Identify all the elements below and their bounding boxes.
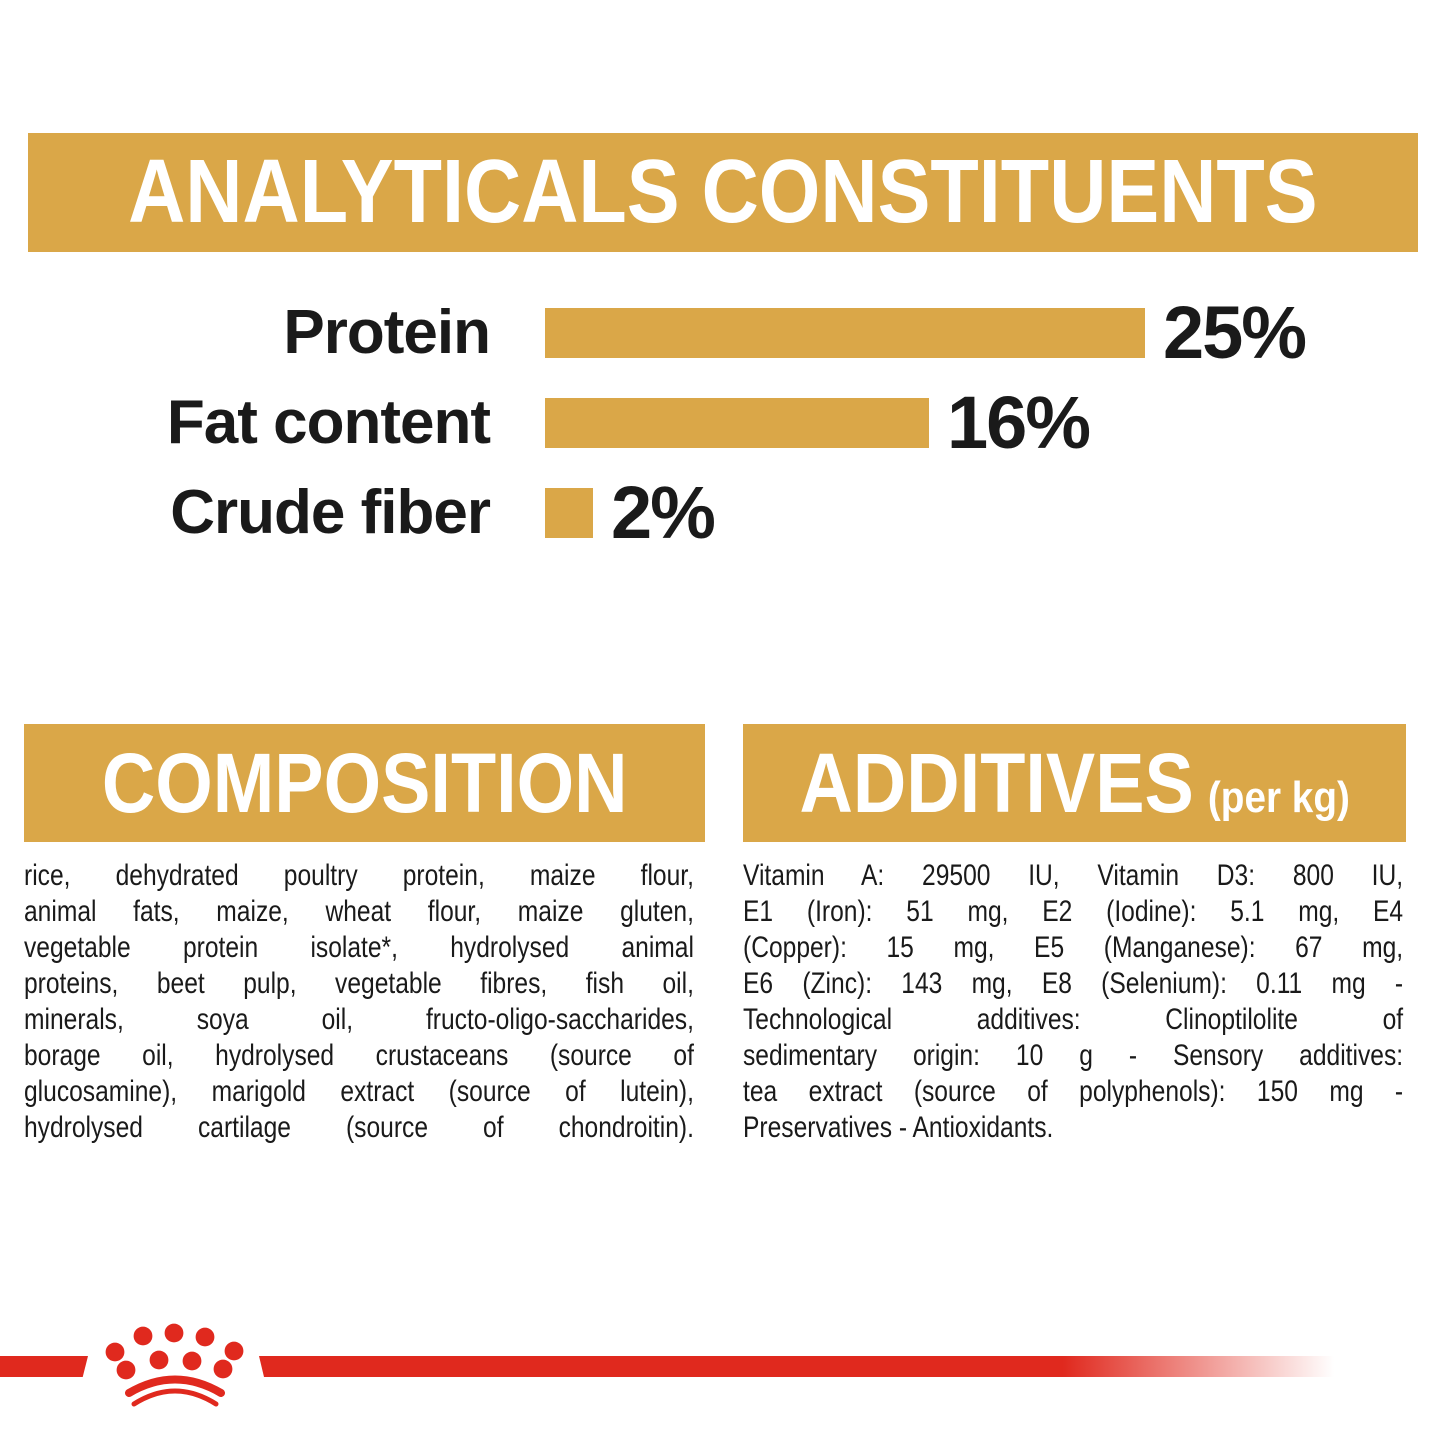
additives-unit-suffix: (per kg)	[1207, 772, 1350, 822]
additives-line: E6 (Zinc): 143 mg, E8 (Selenium): 0.11 m…	[743, 967, 1404, 1000]
chart-row-protein: Protein 25%	[0, 291, 1445, 374]
additives-line: tea extract (source of polyphenols): 150…	[743, 1075, 1404, 1108]
royal-canin-crown-icon	[105, 1323, 244, 1407]
composition-line: proteins, beet pulp, vegetable fibres, f…	[24, 967, 694, 1000]
composition-line: vegetable protein isolate*, hydrolysed a…	[24, 931, 694, 964]
additives-header: ADDITIVES (per kg)	[743, 724, 1406, 842]
chart-value-fat-content: 16%	[947, 381, 1091, 464]
composition-header: COMPOSITION	[24, 724, 705, 842]
additives-line: Preservatives - Antioxidants.	[743, 1111, 1054, 1144]
red-stripe-right	[259, 1356, 1345, 1377]
bar-crude-fiber	[545, 488, 593, 538]
composition-line: rice, dehydrated poultry protein, maize …	[24, 859, 694, 892]
composition-title: COMPOSITION	[101, 735, 628, 830]
composition-line: hydrolysed cartilage (source of chondroi…	[24, 1111, 694, 1144]
composition-line: minerals, soya oil, fructo-oligo-sacchar…	[24, 1003, 694, 1036]
additives-line: Technological additives: Clinoptilolite …	[743, 1003, 1404, 1036]
chart-value-crude-fiber: 2%	[611, 471, 716, 554]
chart-value-protein: 25%	[1163, 291, 1307, 374]
composition-line: animal fats, maize, wheat flour, maize g…	[24, 895, 694, 928]
chart-track-fat-content: 16%	[545, 381, 1091, 464]
chart-row-fat-content: Fat content 16%	[0, 381, 1445, 464]
composition-line: borage oil, hydrolysed crustaceans (sour…	[24, 1039, 694, 1072]
chart-label-protein: Protein	[283, 298, 491, 367]
red-stripe-left	[0, 1356, 88, 1377]
additives-body: Vitamin A: 29500 IU, Vitamin D3: 800 IU,…	[743, 858, 1403, 1146]
additives-line: sedimentary origin: 10 g - Sensory addit…	[743, 1039, 1404, 1072]
chart-label-fat-content: Fat content	[166, 388, 491, 457]
analyticals-banner: ANALYTICALS CONSTITUENTS	[28, 133, 1418, 252]
chart-row-crude-fiber: Crude fiber 2%	[0, 471, 1445, 554]
analyticals-title: ANALYTICALS CONSTITUENTS	[128, 142, 1318, 242]
composition-body: rice, dehydrated poultry protein, maize …	[24, 858, 694, 1146]
chart-track-crude-fiber: 2%	[545, 471, 716, 554]
additives-title: ADDITIVES	[799, 735, 1194, 830]
additives-line: E1 (Iron): 51 mg, E2 (Iodine): 5.1 mg, E…	[743, 895, 1404, 928]
composition-line: glucosamine), marigold extract (source o…	[24, 1075, 694, 1108]
additives-header-inner: ADDITIVES (per kg)	[799, 735, 1349, 832]
composition-header-inner: COMPOSITION	[102, 735, 628, 832]
bar-fat-content	[545, 398, 929, 448]
chart-track-protein: 25%	[545, 291, 1307, 374]
chart-label-crude-fiber: Crude fiber	[170, 478, 491, 547]
bar-protein	[545, 308, 1145, 358]
additives-line: (Copper): 15 mg, E5 (Manganese): 67 mg,	[743, 931, 1404, 964]
additives-line: Vitamin A: 29500 IU, Vitamin D3: 800 IU,	[743, 859, 1404, 892]
